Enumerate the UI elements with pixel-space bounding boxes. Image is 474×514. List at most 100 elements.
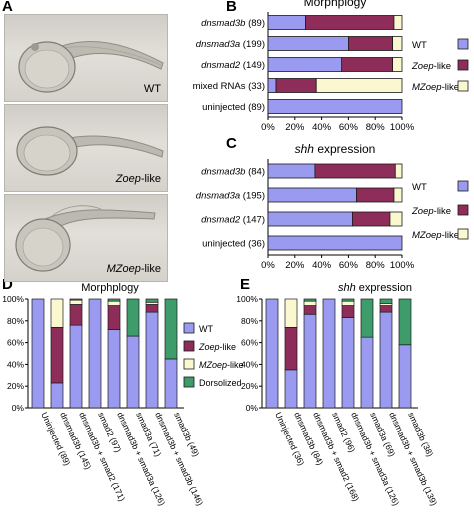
category-label-B: dnsmad2 (149) — [201, 60, 265, 71]
x-tick-label-B: 100% — [390, 122, 415, 133]
category-label-C: dnsmad3b (84) — [201, 167, 265, 178]
bar-segment-D — [107, 298, 121, 302]
bar-segment-D — [164, 298, 178, 360]
bar-segment-E — [360, 336, 374, 409]
bar-segment-E — [379, 305, 393, 313]
y-tick-label-E: 40% — [241, 359, 258, 369]
x-tick-label-B: 80% — [366, 122, 386, 133]
legend-label-C: MZoep-like — [412, 230, 459, 241]
bar-segment-D — [145, 298, 159, 303]
bar-segment-B — [392, 36, 403, 51]
x-tick-label-B: 40% — [312, 122, 332, 133]
legend-swatch-B — [457, 38, 469, 50]
legend-label-B: Zoep-like — [411, 61, 451, 72]
bar-segment-C — [389, 211, 403, 227]
category-label-B: uninjected (89) — [202, 102, 265, 113]
bar-segment-D — [126, 335, 140, 409]
bar-segment-B — [315, 78, 403, 93]
embryo-mzoep-illustration — [15, 205, 156, 272]
bar-segment-C — [267, 187, 357, 203]
y-tick-label-E: 100% — [236, 294, 258, 304]
photo-label-zoep-like: Zoep-like — [115, 173, 161, 185]
embryo-photo-wt: WT — [4, 14, 168, 102]
category-label-C: dnsmad3a (195) — [196, 191, 265, 202]
y-tick-label-D: 0% — [12, 403, 25, 413]
bar-segment-D — [126, 298, 140, 337]
chart-title-E: shh expression — [338, 282, 412, 294]
x-tick-label-C: 40% — [312, 260, 332, 271]
x-tick-label-C: 0% — [261, 260, 275, 271]
bar-segment-E — [303, 298, 317, 302]
embryo-photo-mzoep-like: MZoep-like — [4, 194, 168, 282]
bar-segment-B — [305, 15, 395, 30]
photo-label-wt: WT — [143, 83, 161, 95]
x-tick-label-B: 60% — [339, 122, 359, 133]
bar-segment-E — [284, 298, 298, 328]
legend-label-B: WT — [412, 40, 427, 51]
panel-letter-b: B — [226, 0, 237, 15]
category-label-B: mixed RNAs (33) — [193, 81, 265, 92]
bar-segment-C — [267, 163, 316, 179]
embryo-zoep-illustration — [16, 126, 164, 176]
panel-letter-a: A — [2, 0, 13, 15]
bar-segment-E — [398, 298, 412, 346]
category-label-B: dnsmad3a (199) — [196, 39, 265, 50]
y-tick-label-E: 60% — [241, 338, 258, 348]
legend-swatch-B — [457, 80, 469, 92]
bar-segment-E — [303, 300, 317, 306]
bar-segment-E — [322, 298, 336, 409]
bar-segment-C — [393, 187, 403, 203]
bar-segment-E — [379, 311, 393, 409]
y-tick-label-E: 80% — [241, 316, 258, 326]
legend-swatch-C — [457, 204, 469, 216]
bar-segment-C — [394, 163, 403, 179]
bar-segment-D — [31, 298, 45, 409]
panel-letter-d: D — [2, 276, 13, 293]
x-tick-label-C: 80% — [366, 260, 386, 271]
legend-swatch-C — [457, 228, 469, 240]
legend-swatch-D — [183, 340, 195, 352]
bar-segment-C — [267, 211, 353, 227]
bar-segment-E — [265, 298, 279, 409]
bar-segment-B — [347, 36, 394, 51]
x-tick-label-C: 60% — [339, 260, 359, 271]
legend-label-C: WT — [412, 182, 427, 193]
legend-swatch-D — [183, 376, 195, 388]
panel-letter-e: E — [240, 276, 251, 293]
category-label-B: dnsmad3b (89) — [201, 18, 265, 29]
bar-segment-D — [107, 305, 121, 330]
bar-segment-D — [50, 326, 64, 384]
legend-label-B: MZoep-like — [412, 82, 459, 93]
category-label-C: uninjected (36) — [202, 239, 265, 250]
bar-segment-E — [398, 344, 412, 409]
bar-segment-D — [88, 298, 102, 409]
bar-segment-D — [69, 298, 83, 301]
bar-segment-C — [314, 163, 396, 179]
embryo-photo-zoep-like: Zoep-like — [4, 104, 168, 192]
x-tick-label-C: 20% — [285, 260, 305, 271]
y-tick-label-D: 80% — [7, 316, 24, 326]
bar-segment-B — [275, 78, 317, 93]
bar-segment-B — [267, 78, 277, 93]
bar-segment-E — [284, 326, 298, 371]
bar-segment-B — [392, 57, 403, 72]
bar-segment-D — [145, 304, 159, 313]
legend-label-C: Zoep-like — [411, 206, 451, 217]
bar-segment-E — [341, 305, 355, 318]
bar-segment-E — [379, 298, 393, 304]
bar-segment-B — [267, 57, 343, 72]
bar-segment-D — [107, 300, 121, 306]
bar-segment-D — [69, 324, 83, 409]
y-tick-label-D: 40% — [7, 359, 24, 369]
bar-segment-D — [107, 329, 121, 409]
chart-title-C: shh expression — [295, 142, 376, 156]
y-tick-label-D: 100% — [2, 294, 24, 304]
bar-segment-E — [341, 300, 355, 306]
y-tick-label-E: 20% — [241, 381, 258, 391]
bar-segment-D — [50, 298, 64, 328]
bar-segment-E — [360, 298, 374, 338]
embryo-wt-illustration — [18, 41, 164, 93]
bar-segment-D — [164, 358, 178, 409]
y-tick-label-D: 20% — [7, 381, 24, 391]
x-tick-label-C: 100% — [390, 260, 415, 271]
